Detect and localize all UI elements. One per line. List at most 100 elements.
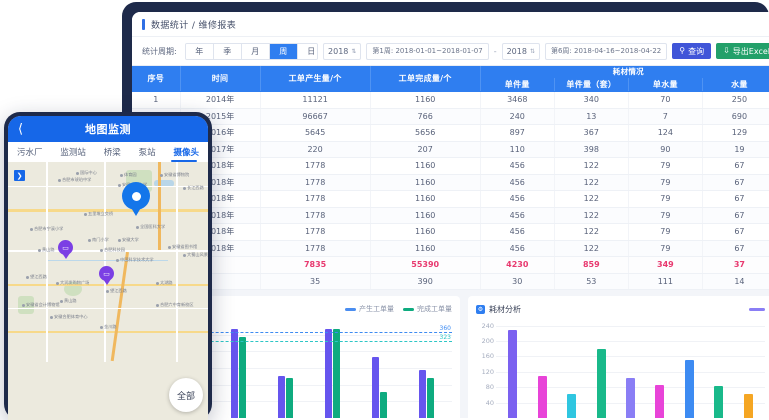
period-option-month[interactable]: 月 [241,43,270,59]
table-group-header-row: 序号 时间 工单产生量/个 工单完成量/个 耗材情况 [132,66,769,92]
bar[interactable] [427,377,434,418]
back-arrow-icon[interactable]: ⟨ [18,121,24,137]
bar[interactable] [239,337,246,418]
legend-item-created[interactable]: 产生工单量 [345,304,394,314]
bar-group[interactable] [403,370,450,418]
bar[interactable] [684,360,694,418]
tab-pump-station[interactable]: 泵站 [138,148,156,158]
poi-dot-icon [50,315,53,319]
end-week-value: 第6周: 2018-04-16~2018-04-22 [550,47,662,55]
bar-group[interactable] [734,393,763,418]
camera-marker[interactable]: ▭ [58,240,73,259]
desktop-window: 数据统计 / 维修报表 统计周期: 年 季 月 周 日 2018 ⇅ 第1周: … [122,2,769,418]
table-row[interactable]: 82018年177811604561227967 [132,207,769,224]
col-mat-2: 单件量（套） [554,77,629,92]
col-time: 时间 [180,66,261,92]
tab-camera[interactable]: 摄像头 [173,148,200,158]
stepper-icon[interactable]: ⇅ [351,47,357,55]
legend-label: 完成工单量 [417,305,452,313]
material-chart-card: ⚙ 耗材分析 240 200 160 120 80 40 [468,296,769,418]
table-row[interactable]: 22015年96667766240137690 [132,108,769,125]
bar[interactable] [655,385,665,418]
legend-item-completed[interactable]: 完成工单量 [403,304,452,314]
bar[interactable] [508,330,518,418]
bar[interactable] [537,376,547,418]
poi-dot-icon [100,325,103,329]
bar-group[interactable] [557,394,586,418]
legend-item-trend[interactable] [749,307,765,311]
period-segmented-control[interactable]: 年 季 月 周 日 [184,42,319,60]
current-location-marker[interactable] [122,182,150,216]
reference-line-label: 323 [439,334,451,342]
bar-group[interactable] [262,376,309,418]
bar[interactable] [419,370,426,418]
bar[interactable] [278,376,285,418]
bar[interactable] [286,377,293,418]
table-cell: 1160 [370,240,481,257]
start-year-input[interactable]: 2018 ⇅ [323,42,362,60]
table-cell: 79 [628,190,703,208]
legend-swatch [749,307,765,311]
bar[interactable] [625,378,635,418]
tab-monitor-station[interactable]: 监测站 [60,148,86,158]
period-option-year[interactable]: 年 [185,43,214,59]
map-all-button[interactable]: 全部 [169,378,203,412]
table-row[interactable]: 32016年56455656897367124129 [132,124,769,142]
table-row[interactable]: 52018年177811604561227967 [132,157,769,175]
bar[interactable] [231,328,238,418]
table-header: 序号 时间 工单产生量/个 工单完成量/个 耗材情况 单件量 单件量（套） 单水… [132,66,769,92]
bar-group[interactable] [586,349,615,418]
camera-marker[interactable]: ▭ [99,266,114,285]
map-road [8,331,208,333]
bar[interactable] [333,328,340,418]
y-axis-tick: 120 [481,367,494,376]
bar-group[interactable] [527,376,556,418]
bar[interactable] [567,394,577,418]
export-excel-button[interactable]: ⇩ 导出Excel [716,43,769,59]
bar-group[interactable] [616,378,645,418]
table-cell: 11121 [260,91,371,109]
bar-group[interactable] [704,385,733,418]
table-row[interactable]: 1 2014年 11121 1160 3468 340 70 250 [132,91,769,109]
poi-dot-icon [84,212,87,216]
map-view[interactable]: 国际中心合肥市琥珀中学体育园安徽省博物院安徽农业大学长江西路五里墩立交桥合肥市宁… [8,162,208,420]
bar[interactable] [596,349,606,418]
map-poi-label: 南门小学 [88,237,109,243]
start-week-input[interactable]: 第1周: 2018-01-01~2018-01-07 [366,42,489,60]
summary-cell: 35 [260,273,371,290]
expand-icon[interactable]: ❯ [14,170,25,181]
bar[interactable] [714,385,724,418]
bar[interactable] [380,391,387,418]
query-button[interactable]: ⚲ 查询 [672,43,712,59]
gridline [166,368,452,369]
poi-dot-icon [118,183,121,187]
bar-group[interactable] [675,360,704,418]
bar-group[interactable] [215,328,262,418]
bar-group[interactable] [498,330,527,418]
bar-group[interactable] [645,385,674,418]
table-row[interactable]: 102018年177811604561227967 [132,240,769,257]
table-cell: 79 [628,240,703,257]
table-row[interactable]: 42017年2202071103989019 [132,141,769,158]
bar[interactable] [372,357,379,418]
stepper-icon[interactable]: ⇅ [529,47,535,55]
bar[interactable] [325,328,332,418]
bar[interactable] [743,393,753,418]
bar-group[interactable] [309,328,356,418]
tab-bridge[interactable]: 桥梁 [103,148,121,158]
end-year-input[interactable]: 2018 ⇅ [501,42,540,60]
table-cell: 19 [702,141,769,158]
period-option-quarter[interactable]: 季 [213,43,242,59]
table-row[interactable]: 62018年177811604561227967 [132,174,769,191]
summary-cell: 30 [480,273,555,290]
tab-sewage-plant[interactable]: 污水厂 [16,148,43,158]
summary-cell: 14 [702,273,769,290]
end-week-input[interactable]: 第6周: 2018-04-16~2018-04-22 [544,42,668,60]
table-body: 12014年11121116034683407025022015年9666776… [132,91,769,290]
period-option-week[interactable]: 周 [269,43,298,59]
reference-line [166,332,452,334]
bar-group[interactable] [356,357,403,418]
period-option-day[interactable]: 日 [297,43,318,59]
